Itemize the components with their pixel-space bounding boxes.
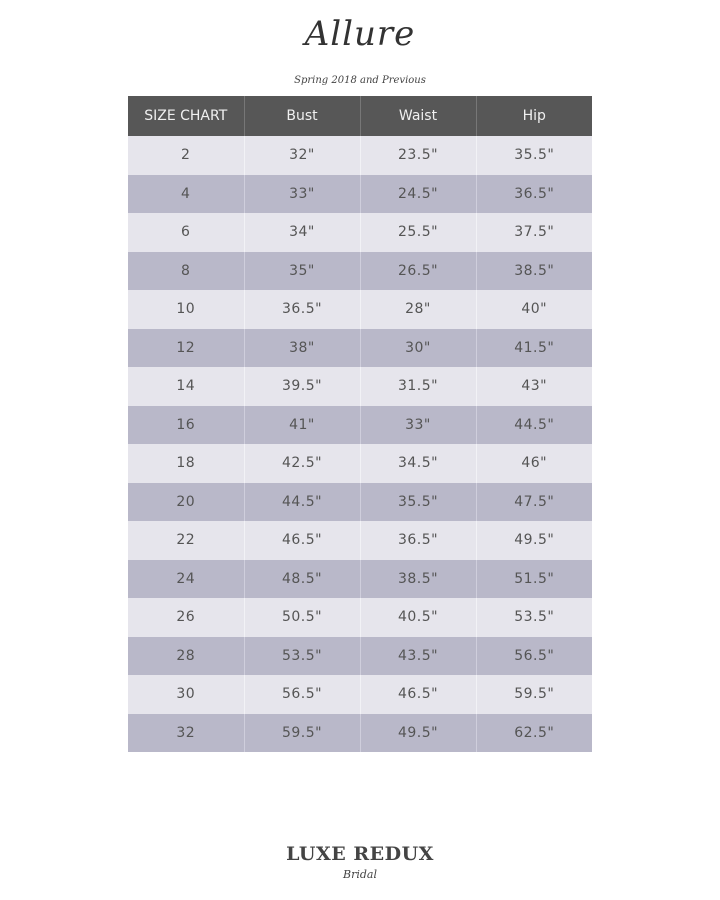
table-header-row: SIZE CHART Bust Waist Hip bbox=[128, 96, 592, 136]
table-cell: 38.5" bbox=[360, 559, 477, 598]
table-row: 10 36.5" 28" 40" bbox=[128, 290, 592, 329]
table-row: 24 48.5" 38.5" 51.5" bbox=[128, 559, 592, 598]
table-row: 12 38" 30" 41.5" bbox=[128, 328, 592, 367]
table-cell: 42.5" bbox=[244, 444, 361, 483]
table-cell: 34.5" bbox=[360, 444, 477, 483]
column-header: Hip bbox=[476, 96, 592, 136]
table-cell: 6 bbox=[128, 213, 245, 252]
footer-logo: LUXE REDUX Bridal bbox=[0, 842, 720, 882]
table-cell: 56.5" bbox=[244, 675, 361, 714]
table-cell: 46" bbox=[476, 444, 592, 483]
table-cell: 43" bbox=[476, 367, 592, 406]
table-cell: 16 bbox=[128, 405, 245, 444]
table-cell: 4 bbox=[128, 174, 245, 213]
table-cell: 32" bbox=[244, 136, 361, 175]
table-cell: 35" bbox=[244, 251, 361, 290]
table-cell: 23.5" bbox=[360, 136, 477, 175]
brand-logo: Allure bbox=[304, 14, 416, 54]
table-cell: 30 bbox=[128, 675, 245, 714]
table-cell: 47.5" bbox=[476, 482, 592, 521]
table-cell: 35.5" bbox=[476, 136, 592, 175]
table-row: 18 42.5" 34.5" 46" bbox=[128, 444, 592, 483]
table-cell: 46.5" bbox=[360, 675, 477, 714]
table-cell: 26 bbox=[128, 598, 245, 637]
table-cell: 18 bbox=[128, 444, 245, 483]
table-cell: 28" bbox=[360, 290, 477, 329]
size-chart-table: SIZE CHART Bust Waist Hip 2 32" 23.5" 35.5" 4 33… bbox=[128, 96, 592, 752]
table-cell: 53.5" bbox=[476, 598, 592, 637]
table-cell: 30" bbox=[360, 328, 477, 367]
table-cell: 26.5" bbox=[360, 251, 477, 290]
table-cell: 36.5" bbox=[360, 521, 477, 560]
table-cell: 44.5" bbox=[244, 482, 361, 521]
table-cell: 51.5" bbox=[476, 559, 592, 598]
table-cell: 33" bbox=[244, 174, 361, 213]
table-cell: 25.5" bbox=[360, 213, 477, 252]
table-cell: 49.5" bbox=[360, 713, 477, 752]
table-row: 22 46.5" 36.5" 49.5" bbox=[128, 521, 592, 560]
table-cell: 39.5" bbox=[244, 367, 361, 406]
table-row: 14 39.5" 31.5" 43" bbox=[128, 367, 592, 406]
table-cell: 34" bbox=[244, 213, 361, 252]
table-cell: 62.5" bbox=[476, 713, 592, 752]
table-row: 6 34" 25.5" 37.5" bbox=[128, 213, 592, 252]
table-cell: 50.5" bbox=[244, 598, 361, 637]
table-cell: 24 bbox=[128, 559, 245, 598]
table-row: 4 33" 24.5" 36.5" bbox=[128, 174, 592, 213]
table-cell: 41.5" bbox=[476, 328, 592, 367]
table-cell: 10 bbox=[128, 290, 245, 329]
table-cell: 38" bbox=[244, 328, 361, 367]
table-row: 30 56.5" 46.5" 59.5" bbox=[128, 675, 592, 714]
table-row: 8 35" 26.5" 38.5" bbox=[128, 251, 592, 290]
table-cell: 36.5" bbox=[244, 290, 361, 329]
table-cell: 49.5" bbox=[476, 521, 592, 560]
table-cell: 24.5" bbox=[360, 174, 477, 213]
table-cell: 46.5" bbox=[244, 521, 361, 560]
table-cell: 43.5" bbox=[360, 636, 477, 675]
footer-logo-sub: Bridal bbox=[343, 868, 377, 881]
table-cell: 2 bbox=[128, 136, 245, 175]
table-cell: 28 bbox=[128, 636, 245, 675]
table-cell: 48.5" bbox=[244, 559, 361, 598]
table-cell: 35.5" bbox=[360, 482, 477, 521]
table-cell: 32 bbox=[128, 713, 245, 752]
table-cell: 22 bbox=[128, 521, 245, 560]
column-header: Waist bbox=[360, 96, 477, 136]
table-cell: 37.5" bbox=[476, 213, 592, 252]
table-cell: 59.5" bbox=[476, 675, 592, 714]
table-cell: 12 bbox=[128, 328, 245, 367]
table-cell: 20 bbox=[128, 482, 245, 521]
subtitle: Spring 2018 and Previous bbox=[294, 75, 426, 86]
column-header: SIZE CHART bbox=[128, 96, 245, 136]
table-cell: 8 bbox=[128, 251, 245, 290]
table-cell: 40" bbox=[476, 290, 592, 329]
table-row: 20 44.5" 35.5" 47.5" bbox=[128, 482, 592, 521]
table-row: 32 59.5" 49.5" 62.5" bbox=[128, 713, 592, 752]
table-cell: 44.5" bbox=[476, 405, 592, 444]
table-cell: 41" bbox=[244, 405, 361, 444]
table-cell: 56.5" bbox=[476, 636, 592, 675]
table-cell: 36.5" bbox=[476, 174, 592, 213]
column-header: Bust bbox=[244, 96, 361, 136]
table-cell: 33" bbox=[360, 405, 477, 444]
table-row: 28 53.5" 43.5" 56.5" bbox=[128, 636, 592, 675]
table-row: 16 41" 33" 44.5" bbox=[128, 405, 592, 444]
footer-logo-main: LUXE REDUX bbox=[286, 843, 434, 865]
table-cell: 38.5" bbox=[476, 251, 592, 290]
table-cell: 31.5" bbox=[360, 367, 477, 406]
table-cell: 40.5" bbox=[360, 598, 477, 637]
table-cell: 59.5" bbox=[244, 713, 361, 752]
table-row: 26 50.5" 40.5" 53.5" bbox=[128, 598, 592, 637]
table-cell: 14 bbox=[128, 367, 245, 406]
table-row: 2 32" 23.5" 35.5" bbox=[128, 136, 592, 175]
table-cell: 53.5" bbox=[244, 636, 361, 675]
